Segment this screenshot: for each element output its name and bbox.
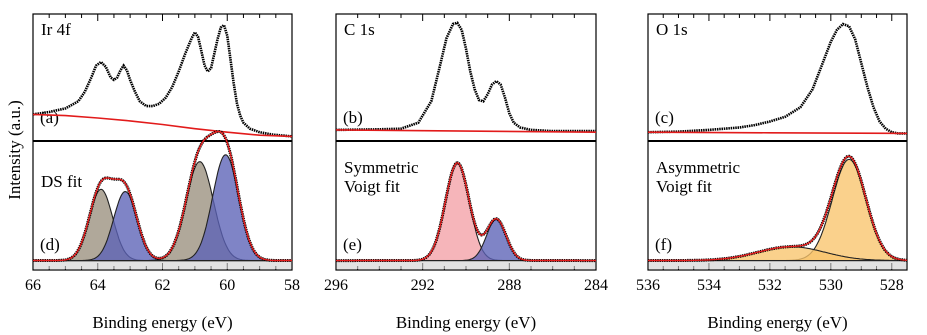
panel-label: (b) [343, 108, 363, 127]
x-tick-label: 296 [324, 277, 348, 294]
background-line [32, 113, 293, 138]
fit-title: DS fit [41, 172, 82, 191]
x-axis-label: Binding energy (eV) [707, 313, 847, 332]
panel-3: 536 534 532 530 528 Binding energy (eV) O 1s (c… [636, 13, 908, 332]
panel-title: C 1s [344, 20, 375, 39]
panel-label: (c) [655, 108, 674, 127]
fit-component-4 [32, 154, 293, 262]
baseline-band [34, 259, 291, 269]
fit-data [33, 130, 292, 262]
background-line [335, 129, 597, 133]
x-axis-label: Binding energy (eV) [396, 313, 536, 332]
x-tick-label: 60 [219, 277, 235, 294]
x-tick-label: 284 [584, 277, 608, 294]
x-axis-label: Binding energy (eV) [92, 313, 232, 332]
x-tick-label: 528 [880, 277, 904, 294]
x-tick-label: 58 [284, 277, 300, 294]
fit-envelope [33, 130, 292, 262]
fit-envelope [648, 155, 908, 262]
fit-title-line: Voigt fit [656, 177, 712, 196]
x-tick-label: 532 [758, 277, 782, 294]
x-tick-label: 534 [697, 277, 721, 294]
y-axis-label: Intensity (a.u.) [5, 100, 24, 200]
x-tick-label: 64 [90, 277, 106, 294]
data-series [335, 21, 596, 133]
data-series [647, 22, 907, 135]
x-tick-label: 66 [25, 277, 41, 294]
x-tick-label: 530 [819, 277, 843, 294]
x-tick-label: 536 [636, 277, 660, 294]
panel-title: Ir 4f [41, 20, 71, 39]
data-series [32, 22, 293, 138]
baseline-band [337, 259, 595, 269]
fit-envelope [336, 162, 596, 262]
x-tick-label: 292 [411, 277, 435, 294]
panel-title: O 1s [656, 20, 688, 39]
fit-title-line: Voigt fit [344, 177, 400, 196]
x-tick-label: 62 [155, 277, 171, 294]
fit-title-line: Symmetric [344, 158, 419, 177]
baseline-band [649, 259, 906, 269]
panel-label: (f) [655, 235, 672, 254]
background-line [647, 131, 908, 135]
panel-label: (e) [343, 235, 362, 254]
panel-2: 296 292 288 284 Binding energy (eV) C 1s (b) Sy… [324, 13, 608, 332]
fit-title-line: Asymmetric [656, 158, 740, 177]
x-tick-label: 288 [497, 277, 521, 294]
panel-label: (d) [40, 235, 60, 254]
